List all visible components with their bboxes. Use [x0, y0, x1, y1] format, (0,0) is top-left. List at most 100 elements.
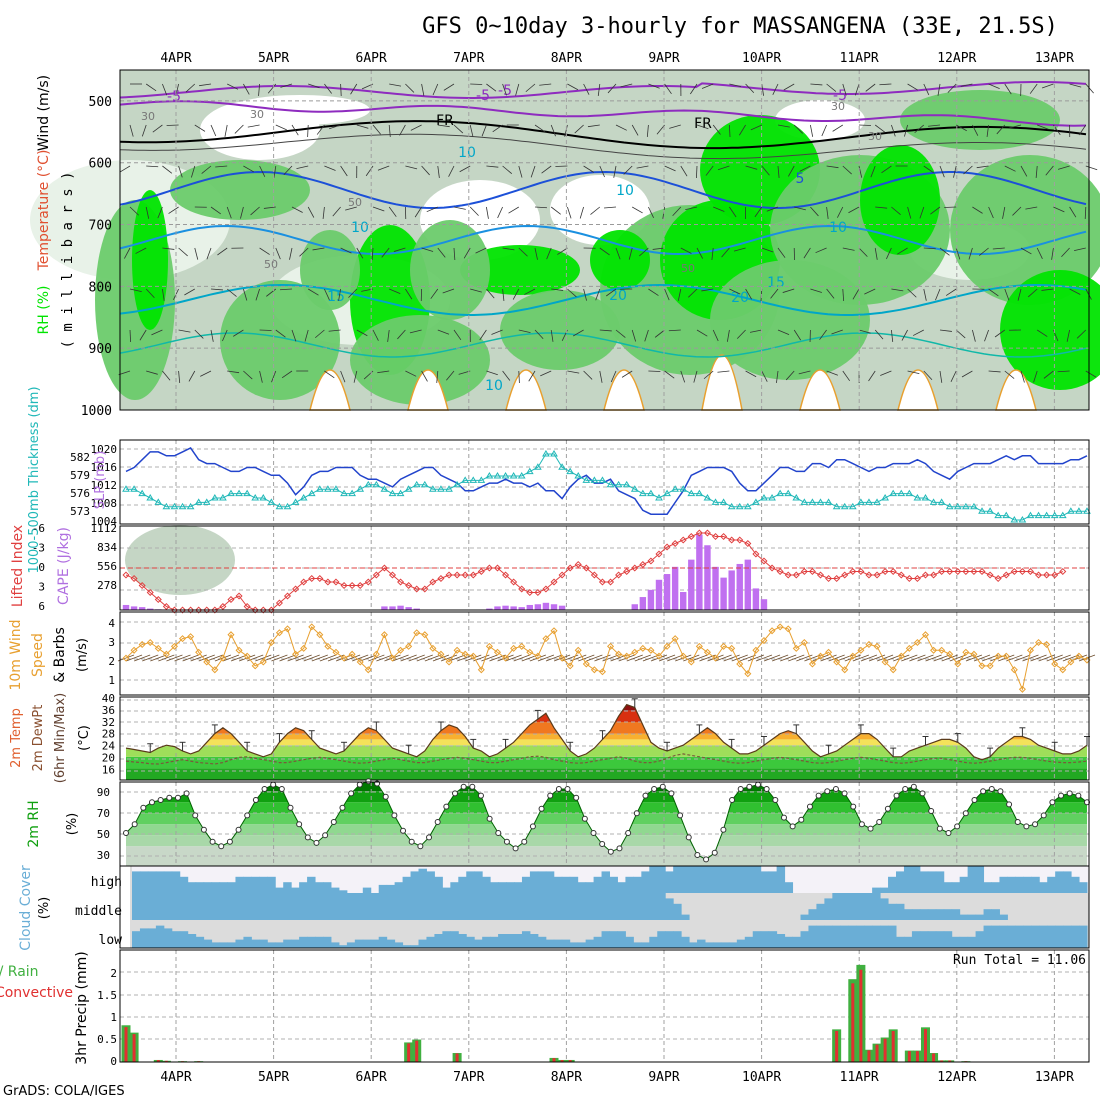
cape-bar — [728, 570, 735, 610]
wind-speed-marker — [187, 633, 195, 641]
wind-barb — [486, 288, 495, 299]
cloud-cover-bar — [378, 884, 388, 893]
wind-barb — [658, 654, 676, 662]
li-marker — [308, 574, 316, 583]
cape-bar — [752, 588, 760, 610]
cape-bar — [526, 604, 533, 610]
wind-barb — [424, 654, 442, 662]
thickness-marker — [574, 472, 583, 479]
cloud-cover-bar — [346, 942, 356, 948]
wind-barb — [998, 654, 1015, 662]
cloud-cover-bar — [506, 893, 515, 920]
wind-barb — [1004, 83, 1012, 95]
contour-label: 50 — [348, 196, 362, 209]
cape-bar — [486, 608, 493, 610]
precip-tick-label: 1.5 — [97, 989, 117, 1002]
wind-barb — [578, 654, 595, 662]
cloud-cover-bar — [450, 882, 459, 893]
wind-barb — [909, 654, 926, 662]
wind-barb — [194, 329, 204, 339]
li-marker — [800, 567, 808, 576]
rh-marker — [659, 783, 666, 790]
contour-label: 50 — [264, 258, 278, 271]
wind-barb — [1004, 288, 1010, 301]
wind-barb — [747, 654, 765, 662]
cloud-cover-bar — [426, 936, 435, 948]
cloud-cover-bar — [315, 893, 324, 920]
thickness-marker — [752, 498, 760, 505]
li-marker — [897, 571, 905, 579]
rh-marker — [512, 845, 519, 852]
wind-barb — [550, 124, 556, 137]
wind-speed-marker — [243, 652, 251, 660]
wind-speed-marker — [1075, 652, 1083, 660]
date-label-bottom: 11APR — [840, 1070, 879, 1085]
wind-barb — [761, 165, 770, 176]
slp-tick-label: 1020 — [91, 443, 118, 456]
wind-barb — [324, 83, 332, 94]
li-marker — [574, 560, 582, 569]
cloud-cover-bar — [291, 939, 300, 948]
cloud-cover-bar — [195, 882, 205, 893]
wind-speed-marker — [162, 650, 170, 658]
cloud-cover-bar — [856, 925, 865, 948]
contour-label: 30 — [868, 130, 882, 143]
li-marker — [372, 571, 380, 579]
cloud-cover-bar — [935, 909, 945, 920]
wind-barb — [470, 288, 482, 293]
wind-barb — [307, 206, 315, 218]
cape-bar — [389, 606, 396, 610]
wind-barb — [162, 247, 175, 250]
rh-marker — [278, 786, 285, 792]
wind-barb — [810, 83, 823, 86]
li-marker — [1051, 571, 1059, 579]
wind-barb — [437, 247, 446, 258]
thickness-marker — [227, 489, 235, 497]
rh-marker — [1014, 819, 1021, 825]
wind-barb — [275, 247, 281, 260]
rh-marker — [365, 778, 372, 785]
wind-barb — [194, 124, 206, 132]
temperature-band — [126, 768, 1087, 780]
wind-barb — [777, 329, 790, 336]
cloud-cover-bar — [569, 893, 579, 920]
wind-barb — [632, 206, 643, 214]
slp-tick-label: 1008 — [91, 497, 118, 510]
wind-barb — [550, 329, 554, 342]
wind-barb — [416, 654, 433, 662]
cloud-cover-bar — [537, 871, 547, 893]
thickness-marker — [582, 476, 591, 483]
wind-barb — [729, 124, 731, 138]
wind-barb — [826, 206, 829, 219]
cloud-cover-bar — [967, 866, 977, 893]
panel-frame — [119, 865, 1090, 949]
cloud-cover-bar — [593, 936, 603, 948]
rh-marker — [988, 786, 995, 792]
wind-barb — [405, 83, 415, 93]
rh-marker — [737, 786, 744, 792]
wind-barb — [1085, 165, 1098, 171]
cloud-cover-bar — [529, 871, 539, 893]
wind-barb — [227, 83, 239, 90]
cloud-cover-bar — [219, 942, 228, 948]
thickness-marker — [380, 485, 389, 492]
wind-barb — [340, 165, 348, 177]
rh-marker — [313, 839, 320, 846]
cloud-cover-bar — [529, 893, 539, 920]
li-marker — [711, 532, 720, 541]
thickness-marker — [324, 485, 332, 492]
wind-barb — [215, 165, 228, 168]
cape-bar — [680, 592, 687, 610]
cloud-cover-bar — [354, 939, 364, 948]
cloud-cover-bar — [330, 887, 340, 893]
thickness-marker — [816, 498, 825, 505]
li-marker — [695, 529, 703, 537]
wind-barb — [118, 370, 131, 376]
li-marker — [994, 574, 1002, 583]
thickness-marker — [687, 489, 696, 497]
wind10-axis-label: (m/s) — [75, 638, 90, 672]
li-marker — [259, 606, 267, 614]
thickness-marker — [428, 485, 437, 492]
cape-bar — [381, 606, 388, 610]
pressure-tick-label: 600 — [89, 157, 112, 172]
